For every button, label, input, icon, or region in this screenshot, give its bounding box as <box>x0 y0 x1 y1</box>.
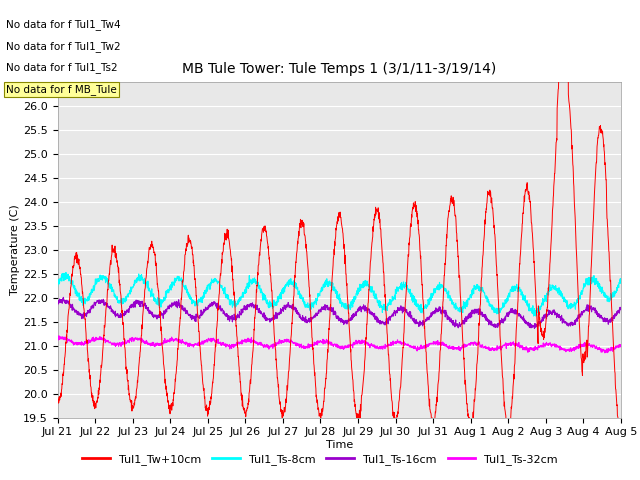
Text: No data for f Tul1_Tw2: No data for f Tul1_Tw2 <box>6 41 121 52</box>
Legend: Tul1_Tw+10cm, Tul1_Ts-8cm, Tul1_Ts-16cm, Tul1_Ts-32cm: Tul1_Tw+10cm, Tul1_Ts-8cm, Tul1_Ts-16cm,… <box>77 450 563 469</box>
X-axis label: Time: Time <box>326 440 353 450</box>
Text: No data for f Tul1_Tw4: No data for f Tul1_Tw4 <box>6 19 121 30</box>
Title: MB Tule Tower: Tule Temps 1 (3/1/11-3/19/14): MB Tule Tower: Tule Temps 1 (3/1/11-3/19… <box>182 62 497 76</box>
Text: No data for f Tul1_Ts2: No data for f Tul1_Ts2 <box>6 62 118 73</box>
Text: No data for f MB_Tule: No data for f MB_Tule <box>6 84 117 95</box>
Y-axis label: Temperature (C): Temperature (C) <box>10 204 20 295</box>
